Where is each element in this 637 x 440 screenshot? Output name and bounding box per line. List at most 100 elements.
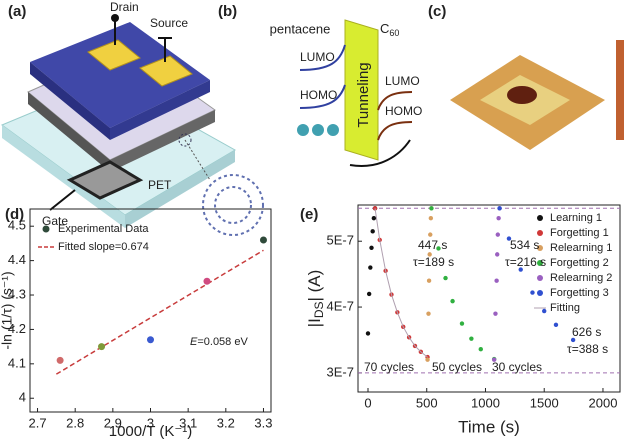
annotation: 447 s xyxy=(418,238,447,252)
y-axis-label: -ln (1/τ) (s⁻¹) xyxy=(0,271,15,349)
y-axis-label-part: | (A) xyxy=(305,270,324,302)
layer-side xyxy=(28,92,110,172)
y-tick-label: 4.3 xyxy=(8,286,26,301)
y-tick-label: 5E-7 xyxy=(327,233,354,248)
legend-label: Forgetting 3 xyxy=(550,287,609,299)
data-point xyxy=(370,229,375,234)
hole xyxy=(312,124,324,136)
data-point xyxy=(366,291,372,297)
data-point xyxy=(98,343,106,351)
plot-frame xyxy=(357,204,621,393)
data-point xyxy=(56,356,64,364)
wire xyxy=(49,189,76,211)
gate xyxy=(66,160,144,200)
annotation-part: E xyxy=(190,336,198,348)
legend-label: Learning 1 xyxy=(550,212,602,224)
label: Gate xyxy=(42,214,68,228)
data-point xyxy=(426,278,432,283)
x-axis-label: Time (s) xyxy=(458,417,520,436)
annotation: 534 s xyxy=(510,238,539,252)
legend-label: Fitted slope=0.674 xyxy=(58,241,149,253)
x-tick-label: 2.7 xyxy=(28,415,46,430)
x-tick-label: 1500 xyxy=(530,395,559,410)
y-tick-label: 4 xyxy=(19,390,26,405)
data-point xyxy=(493,311,498,316)
x-tick-label: 1000 xyxy=(471,395,500,410)
legend-label: Relearning 1 xyxy=(550,242,612,254)
annotation: 626 s xyxy=(572,325,601,339)
hole xyxy=(327,124,339,136)
panel-label: (b) xyxy=(218,3,237,20)
data-point xyxy=(506,236,512,241)
data-point xyxy=(426,311,431,316)
panel-label: (c) xyxy=(428,3,446,20)
y-tick-label: 3E-7 xyxy=(327,364,354,379)
zoom-circle xyxy=(178,133,192,147)
legend-label: Fitting xyxy=(550,302,580,314)
annotation: 30 cycles xyxy=(492,360,542,374)
data-point xyxy=(518,267,523,272)
data-point xyxy=(478,347,483,352)
label: C60 xyxy=(380,21,399,38)
data-point xyxy=(495,252,500,257)
data-point xyxy=(365,331,371,336)
device-schematic: (a) Drain Source Gate PET xyxy=(0,0,264,236)
data-point xyxy=(436,246,441,251)
data-point xyxy=(497,206,502,211)
data-point xyxy=(443,275,448,281)
legend-marker xyxy=(537,275,543,281)
label: LUMO xyxy=(385,74,420,88)
x-tick-label: 2.9 xyxy=(104,415,122,430)
legend-marker xyxy=(537,245,543,251)
data-point xyxy=(371,215,377,221)
legend-marker xyxy=(537,215,543,221)
panel-label: (d) xyxy=(5,206,24,223)
label: PET xyxy=(148,178,172,192)
annotation: τ=388 s xyxy=(567,342,608,356)
annotation: 70 cycles xyxy=(364,360,414,374)
legend-marker xyxy=(537,290,543,296)
level xyxy=(299,44,346,71)
y-tick-label: 4.4 xyxy=(8,252,26,267)
y-tick-label: 4.5 xyxy=(8,218,26,233)
label: Drain xyxy=(110,0,139,14)
y-tick-label: 4E-7 xyxy=(327,298,354,313)
plot-frame xyxy=(29,208,272,413)
x-tick-label: 3 xyxy=(147,415,154,430)
y-axis-label: |IDS| (A) xyxy=(305,270,326,328)
data-point xyxy=(369,245,374,250)
layer-side xyxy=(110,110,215,172)
legend-marker xyxy=(42,225,50,233)
panel-label: (e) xyxy=(300,206,318,223)
annotation: E=0.058 eV xyxy=(190,336,248,348)
fit-line xyxy=(55,249,264,375)
label: Tunneling xyxy=(355,62,372,127)
layer-side xyxy=(110,80,210,140)
label: Source xyxy=(150,16,188,30)
label: HOMO xyxy=(385,104,422,118)
data-point xyxy=(203,277,211,285)
colorbar xyxy=(616,40,624,140)
annotation: τ=189 s xyxy=(413,255,454,269)
data-point xyxy=(469,336,474,341)
y-axis-label-part: |I xyxy=(305,318,324,327)
layer-side xyxy=(30,62,110,140)
fullerene xyxy=(202,174,264,236)
pet-side xyxy=(2,125,125,228)
afm-image: (c) xyxy=(428,3,624,150)
label: pentacene xyxy=(270,21,331,36)
data-point xyxy=(553,322,559,328)
level xyxy=(377,121,413,141)
x-tick-label: 3.1 xyxy=(179,415,197,430)
data-point xyxy=(428,215,434,221)
bump xyxy=(507,86,537,104)
legend-label: Experimental Data xyxy=(58,223,149,235)
panel-label: (a) xyxy=(8,3,26,20)
legend-label: Relearning 2 xyxy=(550,272,612,284)
data-point xyxy=(429,206,434,211)
data-point xyxy=(425,357,430,362)
data-point xyxy=(147,336,154,344)
level xyxy=(377,91,413,111)
data-point xyxy=(542,308,547,314)
